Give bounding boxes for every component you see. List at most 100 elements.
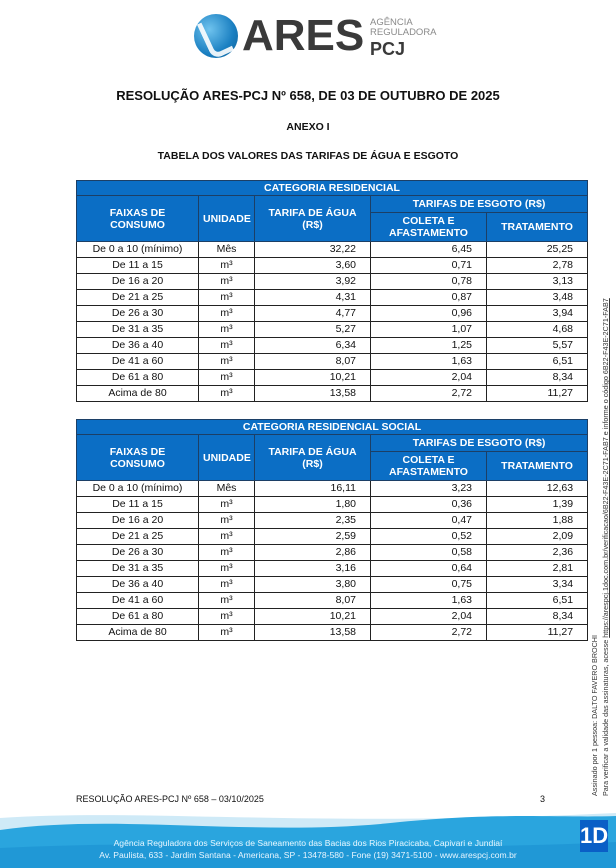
table-row: De 61 a 80 m³ 10,21 2,04 8,34	[76, 369, 588, 386]
table-row: De 26 a 30 m³ 2,86 0,58 2,36	[76, 544, 589, 561]
table-row: De 21 a 25 m³ 4,31 0,87 3,48	[76, 289, 588, 306]
col-tratamento: TRATAMENTO	[486, 212, 588, 242]
faixa-cell: De 26 a 30	[76, 544, 199, 561]
unidade-cell: Mês	[198, 241, 255, 258]
table-row: De 31 a 35 m³ 3,16 0,64 2,81	[76, 560, 589, 577]
agua-cell: 13,58	[254, 624, 371, 641]
coleta-cell: 0,75	[370, 576, 487, 593]
coleta-cell: 0,78	[370, 273, 487, 290]
table-row: De 0 a 10 (mínimo) Mês 16,11 3,23 12,63	[76, 480, 589, 497]
agua-cell: 10,21	[254, 608, 371, 625]
coleta-cell: 0,71	[370, 257, 487, 274]
agua-cell: 5,27	[254, 321, 371, 338]
tratamento-cell: 6,51	[486, 353, 588, 370]
unidade-cell: m³	[198, 544, 255, 561]
faixa-cell: De 21 a 25	[76, 528, 199, 545]
table-row: De 11 a 15 m³ 3,60 0,71 2,78	[76, 257, 588, 274]
unidade-cell: m³	[198, 528, 255, 545]
category-header: CATEGORIA RESIDENCIAL	[76, 180, 588, 196]
tratamento-cell: 6,51	[485, 592, 589, 609]
table-row: De 31 a 35 m³ 5,27 1,07 4,68	[76, 321, 588, 338]
coleta-cell: 0,47	[370, 512, 487, 529]
coleta-cell: 1,63	[370, 592, 487, 609]
coleta-cell: 0,58	[370, 544, 487, 561]
unidade-cell: m³	[198, 289, 255, 306]
tratamento-cell: 5,57	[486, 337, 588, 354]
table-row: De 36 a 40 m³ 6,34 1,25 5,57	[76, 337, 588, 354]
col-esgoto-group: TARIFAS DE ESGOTO (R$)	[369, 434, 589, 452]
table-row: Acima de 80 m³ 13,58 2,72 11,27	[76, 385, 588, 402]
table-row: De 26 a 30 m³ 4,77 0,96 3,94	[76, 305, 588, 322]
table-row: De 11 a 15 m³ 1,80 0,36 1,39	[76, 496, 589, 513]
unidade-cell: m³	[198, 512, 255, 529]
unidade-cell: m³	[198, 592, 255, 609]
footer-address-line1: Agência Reguladora dos Serviços de Sanea…	[113, 838, 503, 848]
tratamento-cell: 1,39	[485, 496, 589, 513]
tratamento-cell: 2,36	[485, 544, 589, 561]
tratamento-cell: 25,25	[486, 241, 588, 258]
col-agua: TARIFA DE ÁGUA (R$)	[254, 434, 371, 481]
annex-label: ANEXO I	[286, 121, 330, 133]
logo-subtitle: AGÊNCIA REGULADORA	[370, 18, 437, 38]
agua-cell: 2,35	[254, 512, 371, 529]
unidade-cell: m³	[198, 385, 255, 402]
agua-cell: 16,11	[254, 480, 371, 497]
agua-cell: 3,60	[254, 257, 371, 274]
unidade-cell: m³	[198, 624, 255, 641]
agua-cell: 8,07	[254, 353, 371, 370]
tariff-table-residencial-social: CATEGORIA RESIDENCIAL SOCIAL FAIXAS DE CO…	[75, 419, 589, 641]
agua-cell: 4,31	[254, 289, 371, 306]
agua-cell: 13,58	[254, 385, 371, 402]
logo-subtitle-line2: REGULADORA	[370, 27, 437, 38]
verify-link[interactable]: https://arespcj.1doc.com.br/verificacao/…	[601, 298, 610, 638]
table-row: De 41 a 60 m³ 8,07 1,63 6,51	[76, 592, 589, 609]
agua-cell: 32,22	[254, 241, 371, 258]
signature-verify: Para verificar a validade das assinatura…	[601, 298, 610, 796]
agua-cell: 3,80	[254, 576, 371, 593]
signature-signed-by: Assinado por 1 pessoa: DALTO FAVERO BROC…	[590, 635, 599, 796]
verify-text: Para verificar a validade das assinatura…	[601, 639, 610, 796]
agua-cell: 8,07	[254, 592, 371, 609]
col-unidade: UNIDADE	[198, 434, 255, 481]
coleta-cell: 3,23	[370, 480, 487, 497]
agua-cell: 2,86	[254, 544, 371, 561]
agua-cell: 1,80	[254, 496, 371, 513]
faixa-cell: De 26 a 30	[76, 305, 199, 322]
logo-suffix: PCJ	[370, 39, 406, 59]
tratamento-cell: 2,09	[485, 528, 589, 545]
col-faixas: FAIXAS DE CONSUMO	[76, 195, 199, 242]
faixa-cell: De 11 a 15	[76, 496, 199, 513]
faixa-cell: De 16 a 20	[76, 273, 199, 290]
coleta-cell: 1,25	[370, 337, 487, 354]
agua-cell: 4,77	[254, 305, 371, 322]
coleta-cell: 2,72	[370, 385, 487, 402]
ares-pcj-logo: ARES AGÊNCIA REGULADORA PCJ	[192, 11, 442, 64]
unidade-cell: m³	[198, 608, 255, 625]
tratamento-cell: 8,34	[486, 369, 588, 386]
faixa-cell: De 0 a 10 (mínimo)	[76, 241, 199, 258]
unidade-cell: m³	[198, 305, 255, 322]
tratamento-cell: 2,81	[485, 560, 589, 577]
col-agua: TARIFA DE ÁGUA (R$)	[254, 195, 371, 242]
logo-name: ARES	[242, 11, 365, 60]
table-row: De 36 a 40 m³ 3,80 0,75 3,34	[76, 576, 589, 593]
unidade-cell: m³	[198, 273, 255, 290]
tratamento-cell: 11,27	[486, 385, 588, 402]
tratamento-cell: 12,63	[485, 480, 589, 497]
category-header: CATEGORIA RESIDENCIAL SOCIAL	[75, 419, 589, 435]
col-esgoto-group: TARIFAS DE ESGOTO (R$)	[370, 195, 588, 213]
col-faixas: FAIXAS DE CONSUMO	[76, 434, 199, 481]
faixa-cell: De 41 a 60	[76, 353, 199, 370]
1doc-badge-icon: 1D	[580, 820, 608, 852]
agua-cell: 3,16	[254, 560, 371, 577]
tratamento-cell: 3,13	[486, 273, 588, 290]
coleta-cell: 1,63	[370, 353, 487, 370]
tratamento-cell: 1,88	[485, 512, 589, 529]
faixa-cell: Acima de 80	[76, 624, 199, 641]
tratamento-cell: 3,34	[485, 576, 589, 593]
tratamento-cell: 3,48	[486, 289, 588, 306]
tratamento-cell: 4,68	[486, 321, 588, 338]
logo-subtitle-line1: AGÊNCIA	[370, 17, 413, 28]
footer-wave	[0, 813, 616, 868]
coleta-cell: 2,04	[370, 608, 487, 625]
